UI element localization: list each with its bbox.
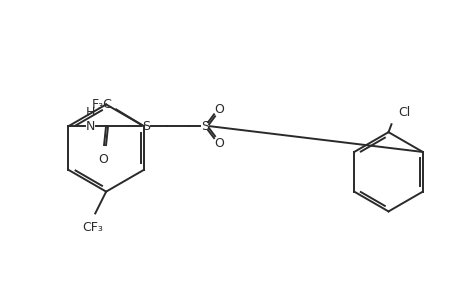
Text: O: O [213,103,224,116]
Text: O: O [213,136,224,150]
Text: N: N [85,120,95,133]
Text: S: S [201,120,209,133]
Text: CF₃: CF₃ [82,221,102,234]
Text: F₃C: F₃C [91,98,112,111]
Text: O: O [98,153,108,166]
Text: Cl: Cl [397,106,410,119]
Text: S: S [141,120,149,133]
Text: H: H [85,106,95,119]
